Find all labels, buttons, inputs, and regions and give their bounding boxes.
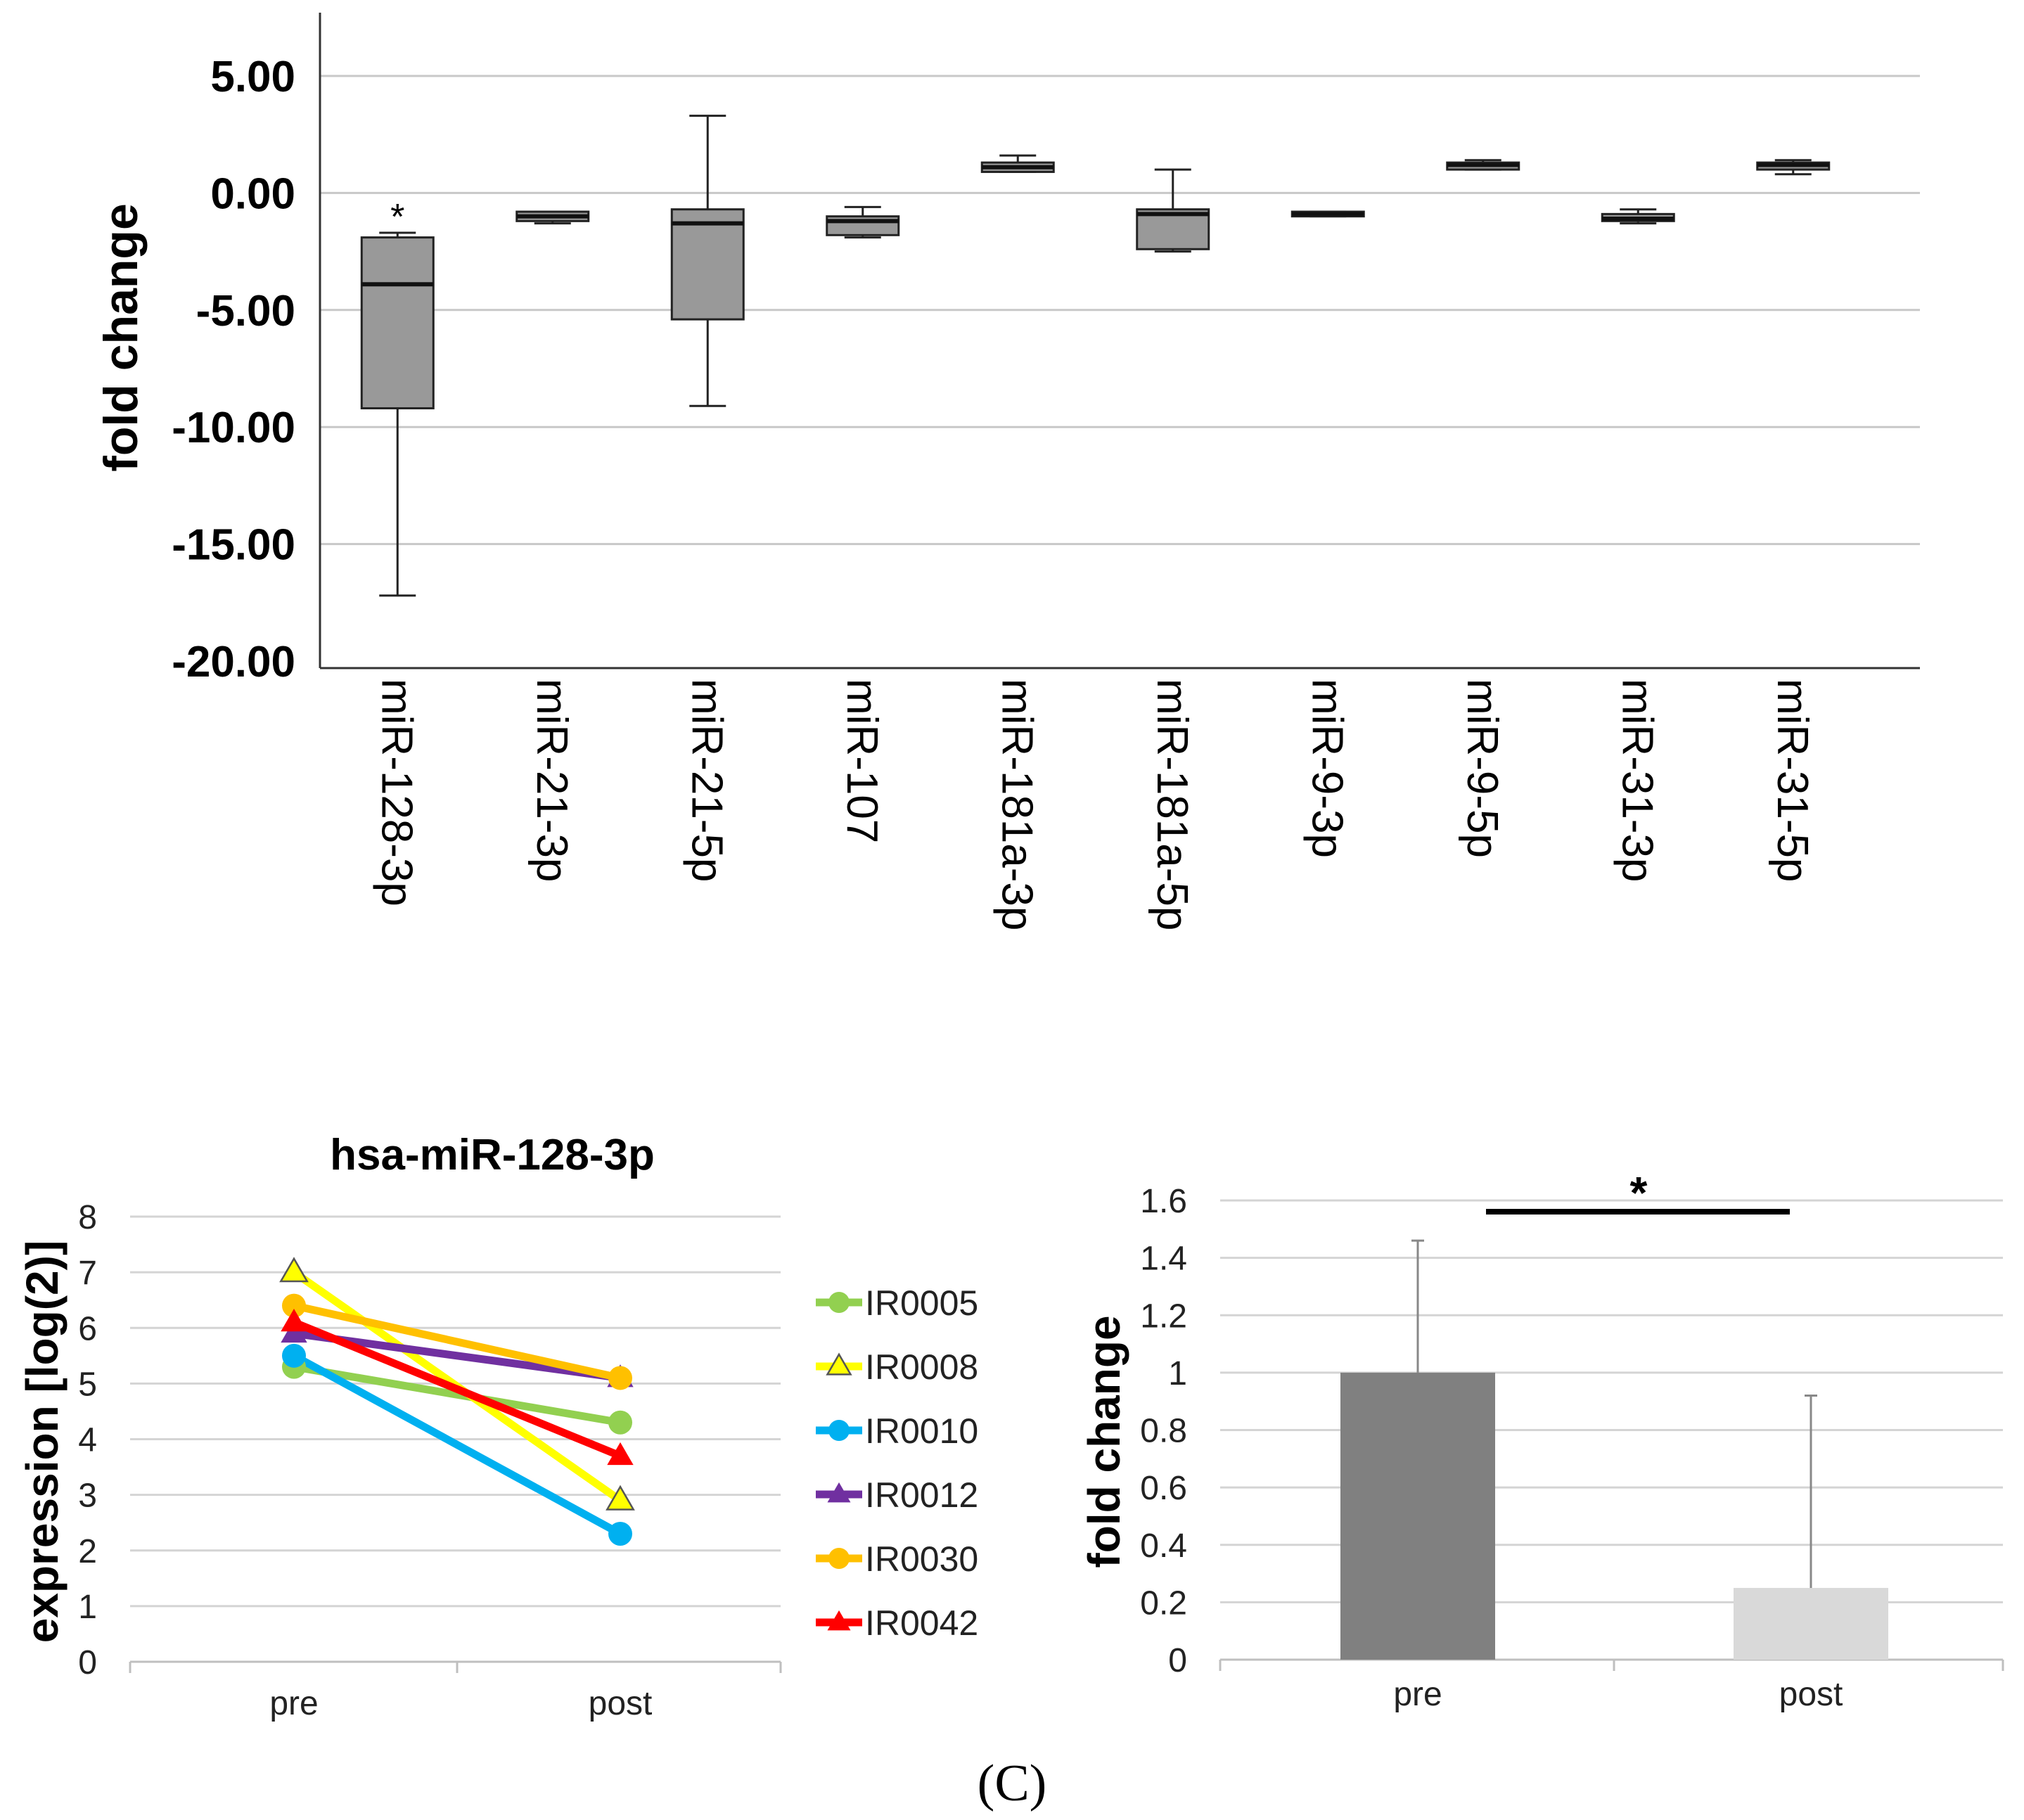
box-plot-chart: 5.00 0.00 -5.00 -10.00 -15.00 -20.00 fold chan… [94, 13, 1920, 930]
data-point [282, 1293, 306, 1318]
y-tick-label: 5.00 [210, 53, 295, 101]
x-tick-label: miR-128-3p [372, 679, 421, 906]
box [360, 236, 435, 410]
bar [1734, 1587, 1888, 1660]
y-tick-label: 2 [78, 1533, 97, 1570]
y-tick-label: -20.00 [172, 638, 295, 686]
y-tick-label: -5.00 [196, 287, 295, 335]
legend-label: IR0005 [865, 1283, 978, 1323]
chart-title: hsa-miR-128-3p [330, 1131, 655, 1179]
x-tick-label: post [1779, 1676, 1843, 1713]
y-tick-label: 7 [78, 1255, 97, 1292]
legend-label: IR0030 [865, 1539, 978, 1579]
series-line [292, 1352, 622, 1537]
y-tick-label: 6 [78, 1310, 97, 1347]
x-tick-label: miR-181a-3p [992, 679, 1041, 930]
y-tick-label: 3 [78, 1478, 97, 1515]
x-tick-label: miR-31-3p [1613, 679, 1661, 882]
data-point [826, 1352, 852, 1376]
y-tick-label: -15.00 [172, 521, 295, 570]
series-line [292, 1319, 622, 1460]
legend-label: IR0008 [865, 1347, 978, 1387]
data-point [282, 1343, 306, 1368]
x-tick-label: miR-107 [838, 679, 886, 843]
y-tick-label: 1 [78, 1589, 97, 1626]
data-point [608, 1410, 632, 1435]
y-tick-label: 8 [78, 1199, 97, 1236]
x-tick-label: miR-9-5p [1458, 679, 1506, 858]
x-tick-label: miR-21-3p [527, 679, 576, 882]
y-tick-label: 0 [1168, 1642, 1187, 1679]
y-tick-label: 5 [78, 1366, 97, 1403]
data-point [827, 1482, 851, 1503]
y-tick-label: 1 [1168, 1355, 1187, 1392]
y-tick-label: -10.00 [172, 404, 295, 452]
legend-label: IR0042 [865, 1603, 978, 1643]
data-point [281, 1308, 307, 1332]
data-point [828, 1420, 850, 1441]
y-tick-label: 0.6 [1140, 1470, 1187, 1507]
x-tick-label: miR-21-5p [682, 679, 731, 882]
data-point [608, 1522, 632, 1546]
bar [1340, 1372, 1495, 1660]
significance-marker: * [1630, 1167, 1648, 1218]
line-chart: hsa-miR-128-3p 0 1 2 3 4 5 6 7 8 pre post expression… [17, 1131, 978, 1722]
y-axis-label: fold change [94, 203, 148, 472]
series-line [293, 1302, 622, 1382]
significance-marker: * [390, 197, 404, 238]
y-tick-label: 4 [78, 1422, 97, 1459]
y-tick-label: 0.2 [1140, 1584, 1187, 1622]
data-point [608, 1366, 632, 1390]
legend-label: IR0010 [865, 1411, 978, 1451]
bar-chart: 0 0.2 0.4 0.6 0.8 1 1.2 1.4 1.6 fold change pre pos… [1079, 1167, 2004, 1713]
y-axis-label: expression [log(2)] [17, 1241, 68, 1643]
y-tick-label: 0 [78, 1644, 97, 1681]
y-tick-label: 1.6 [1140, 1183, 1187, 1220]
x-tick-label: miR-31-5p [1768, 679, 1817, 882]
x-tick-label: post [589, 1685, 653, 1722]
y-tick-label: 1.2 [1140, 1297, 1187, 1335]
data-point [607, 1442, 634, 1466]
x-tick-label: pre [269, 1685, 318, 1722]
x-tick-label: pre [1393, 1676, 1442, 1713]
data-point [828, 1292, 850, 1313]
y-axis-label: fold change [1079, 1315, 1129, 1568]
data-point [606, 1485, 635, 1511]
y-tick-label: 0.4 [1140, 1527, 1187, 1565]
series-line [293, 1363, 621, 1427]
x-tick-label: miR-181a-5p [1148, 679, 1196, 930]
legend-label: IR0012 [865, 1475, 978, 1515]
figure-label: (C) [978, 1755, 1047, 1812]
data-point [279, 1257, 309, 1283]
y-tick-label: 1.4 [1140, 1241, 1187, 1278]
x-tick-label: miR-9-3p [1302, 679, 1351, 858]
y-tick-label: 0.8 [1140, 1413, 1187, 1450]
data-point [827, 1610, 851, 1631]
data-point [828, 1548, 850, 1569]
box [670, 208, 745, 321]
y-tick-label: 0.00 [210, 169, 295, 218]
